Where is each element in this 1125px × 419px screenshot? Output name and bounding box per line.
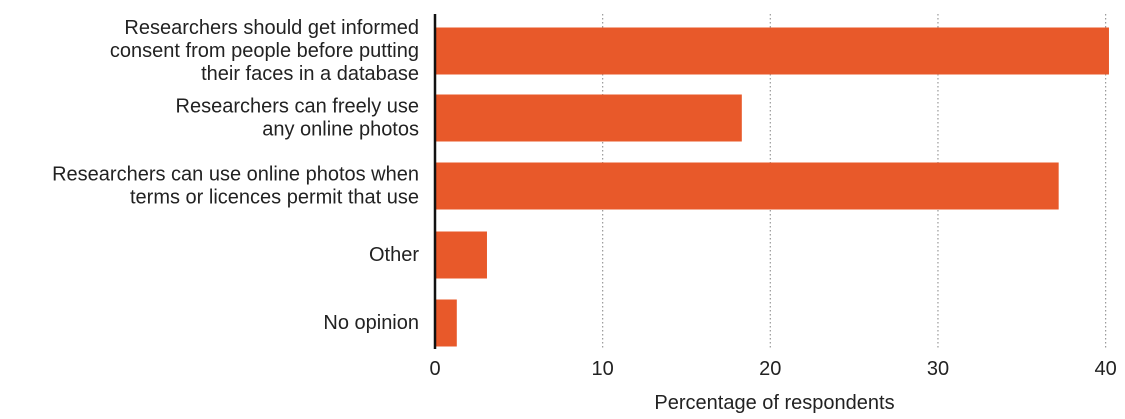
tick-labels: 0 10 20 30 40 xyxy=(429,358,1116,380)
x-tick-label-10: 10 xyxy=(592,358,614,380)
category-label-2-line-0: Researchers can use online photos when xyxy=(52,164,419,186)
x-tick-label-30: 30 xyxy=(927,358,949,380)
bar-2 xyxy=(435,162,1059,210)
category-label-0-line-2: their faces in a database xyxy=(201,63,419,85)
bar-0 xyxy=(435,27,1109,75)
bars xyxy=(435,27,1109,347)
category-label-1-line-1: any online photos xyxy=(262,119,419,141)
category-label-4-line-0: No opinion xyxy=(323,312,419,334)
category-label-0-line-0: Researchers should get informed xyxy=(124,17,419,39)
bar-1 xyxy=(435,94,742,142)
x-tick-label-0: 0 xyxy=(429,358,440,380)
bar-3 xyxy=(435,231,487,279)
category-label-3-line-0: Other xyxy=(369,244,419,266)
x-tick-label-20: 20 xyxy=(759,358,781,380)
category-label-0-line-1: consent from people before putting xyxy=(110,40,419,62)
category-label-1-line-0: Researchers can freely use xyxy=(176,96,419,118)
x-axis-title: Percentage of respondents xyxy=(654,392,894,414)
bar-4 xyxy=(435,299,457,347)
category-label-2-line-1: terms or licences permit that use xyxy=(130,187,419,209)
x-tick-label-40: 40 xyxy=(1094,358,1116,380)
